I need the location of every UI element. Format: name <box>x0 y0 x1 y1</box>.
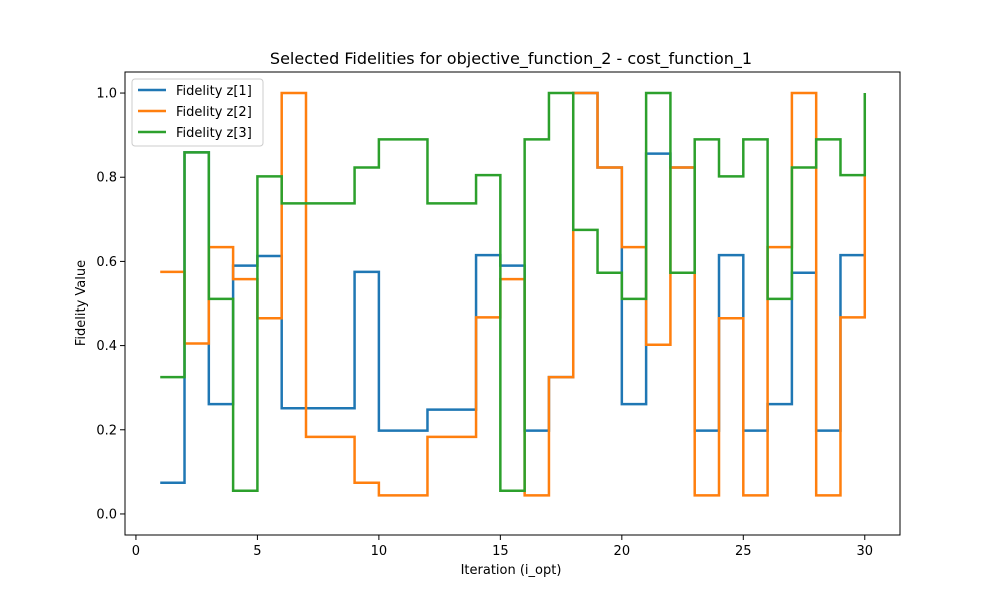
y-tick-label: 1.0 <box>96 87 117 102</box>
x-tick-label: 5 <box>253 544 261 559</box>
plot-lines <box>160 91 867 497</box>
x-tick-label: 30 <box>856 544 873 559</box>
series-line-2 <box>160 91 867 497</box>
y-axis-label: Fidelity Value <box>74 260 89 346</box>
y-tick-label: 0.0 <box>96 507 117 522</box>
legend-label: Fidelity z[3] <box>176 126 252 141</box>
legend-label: Fidelity z[1] <box>176 84 252 99</box>
chart-title: Selected Fidelities for objective_functi… <box>270 49 752 69</box>
x-tick-label: 0 <box>132 544 140 559</box>
y-tick-label: 0.8 <box>96 171 117 186</box>
x-tick-label: 15 <box>492 544 509 559</box>
x-tick-label: 20 <box>614 544 631 559</box>
legend: Fidelity z[1] Fidelity z[2] Fidelity z[3] <box>131 78 264 147</box>
y-tick-label: 0.2 <box>96 423 117 438</box>
legend-box <box>131 78 264 147</box>
x-tick-label: 25 <box>735 544 752 559</box>
series-line-1 <box>160 91 865 485</box>
y-tick-label: 0.4 <box>96 339 117 354</box>
x-axis: 0 5 10 15 20 25 30 <box>132 535 873 559</box>
plot-frame <box>124 71 901 536</box>
x-axis-label: Iteration (i_opt) <box>461 563 562 578</box>
y-axis: 0.0 0.2 0.4 0.6 0.8 1.0 <box>96 87 125 522</box>
legend-label: Fidelity z[2] <box>176 105 252 120</box>
series-line-3 <box>160 91 867 493</box>
y-tick-label: 0.6 <box>96 255 117 270</box>
x-tick-label: 10 <box>371 544 388 559</box>
